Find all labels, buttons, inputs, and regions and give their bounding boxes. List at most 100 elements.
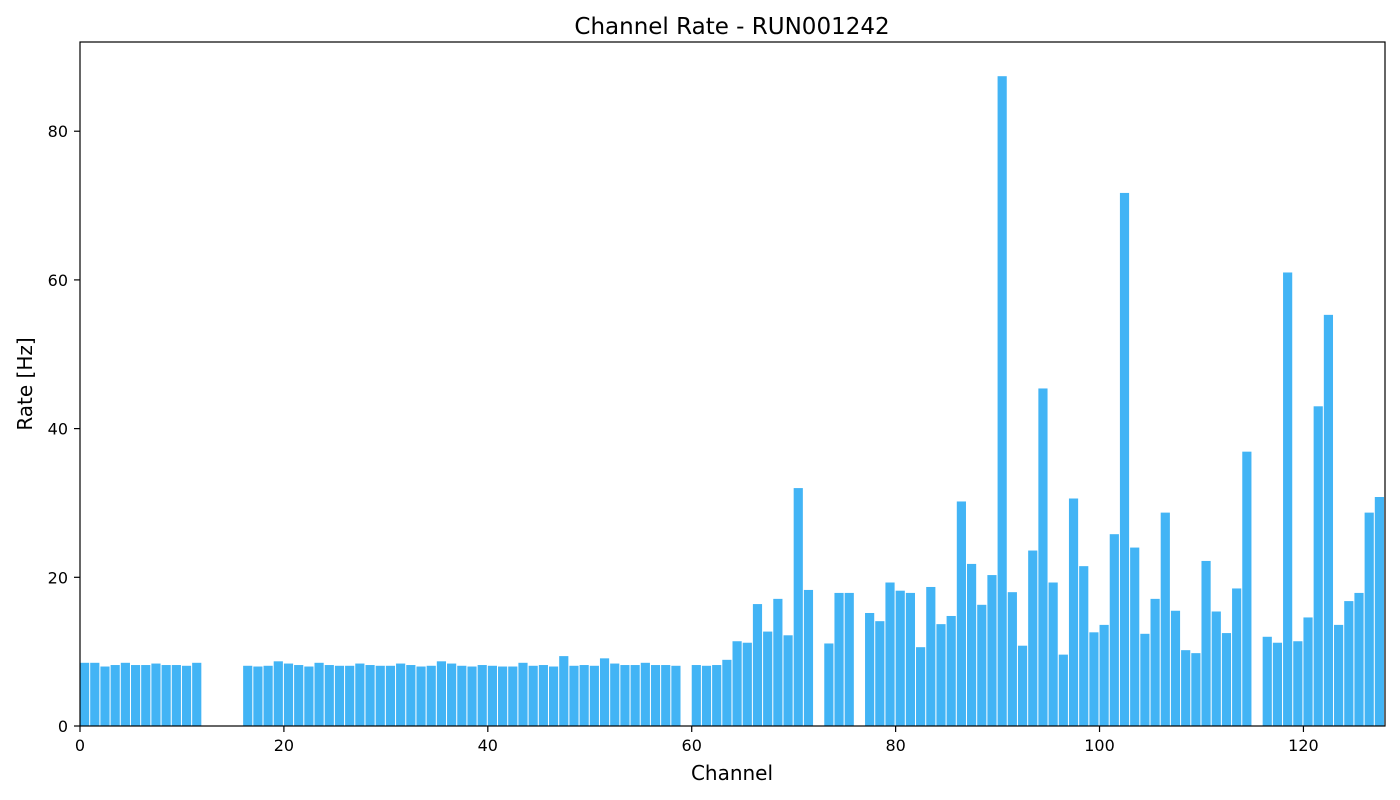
chart-title: Channel Rate - RUN001242 — [574, 14, 889, 40]
bar-channel-33 — [416, 666, 426, 726]
bar-channel-24 — [324, 665, 334, 726]
y-axis-ticks: 0 20 40 60 80 — [48, 122, 80, 736]
bar-channel-5 — [130, 665, 141, 726]
bar-channel-96 — [1058, 654, 1068, 726]
bar-channel-53 — [620, 665, 630, 726]
bar-channel-113 — [1232, 588, 1242, 726]
bar-channel-1 — [90, 662, 100, 726]
bar-channel-8 — [161, 665, 171, 726]
bar-channel-111 — [1211, 611, 1221, 726]
bar-channel-116 — [1262, 636, 1272, 726]
bar-channel-82 — [916, 647, 926, 726]
bar-channel-92 — [1017, 645, 1028, 726]
bar-channel-121 — [1313, 406, 1323, 726]
bar-channel-75 — [844, 592, 854, 726]
bar-channel-62 — [712, 665, 722, 726]
bar-channel-63 — [722, 659, 732, 726]
bar-channel-21 — [294, 665, 304, 726]
bar-channel-0 — [80, 662, 90, 726]
bar-channel-25 — [334, 665, 345, 726]
bar-channel-32 — [406, 665, 416, 726]
x-tick-label: 0 — [75, 736, 85, 755]
bar-channel-40 — [487, 665, 497, 726]
bar-channel-31 — [396, 663, 406, 726]
bar-channel-110 — [1201, 560, 1211, 726]
bar-channel-123 — [1334, 624, 1344, 726]
bar-channel-79 — [885, 582, 895, 726]
bar-channel-114 — [1242, 451, 1252, 726]
bar-channel-27 — [355, 663, 365, 726]
bar-channel-89 — [987, 575, 997, 726]
bar-channel-80 — [895, 590, 905, 726]
bar-channel-50 — [589, 665, 599, 726]
bar-channel-42 — [508, 666, 518, 726]
bar-channel-44 — [528, 665, 538, 726]
bar-channel-81 — [905, 592, 915, 726]
bar-channel-99 — [1089, 632, 1099, 726]
x-axis-label: Channel — [691, 761, 773, 785]
bar-channel-4 — [120, 662, 130, 726]
bar-channel-22 — [304, 666, 314, 726]
x-tick-label: 120 — [1288, 736, 1319, 755]
bar-channel-47 — [559, 656, 569, 726]
bar-channel-28 — [365, 665, 375, 726]
bar-channel-91 — [1007, 592, 1017, 726]
bar-channel-108 — [1181, 650, 1191, 726]
bar-channel-77 — [865, 612, 875, 726]
bar-channel-11 — [192, 662, 202, 726]
bar-channel-109 — [1191, 653, 1201, 726]
bar-channel-105 — [1150, 598, 1160, 726]
bar-channel-84 — [936, 624, 946, 726]
bar-channel-101 — [1109, 534, 1119, 726]
bar-channel-118 — [1283, 272, 1293, 726]
bar-channel-58 — [671, 665, 681, 726]
bar-channel-34 — [426, 665, 436, 726]
bar-channel-120 — [1303, 617, 1313, 726]
bar-channel-90 — [997, 76, 1007, 726]
bar-channel-67 — [763, 631, 773, 726]
bar-channel-20 — [283, 663, 294, 726]
bar-channel-103 — [1130, 547, 1140, 726]
bar-channel-45 — [538, 665, 548, 726]
bar-channel-10 — [181, 665, 192, 726]
bar-channel-29 — [375, 665, 385, 726]
x-tick-label: 40 — [478, 736, 498, 755]
bar-channel-73 — [824, 643, 834, 726]
bar-channel-71 — [803, 589, 814, 726]
bar-channel-57 — [661, 665, 671, 726]
bar-channel-66 — [752, 604, 763, 726]
y-tick-label: 60 — [48, 271, 68, 290]
bar-channel-69 — [783, 635, 793, 726]
bar-channel-102 — [1119, 192, 1130, 726]
bar-channel-52 — [610, 663, 620, 726]
bar-channel-86 — [956, 501, 966, 726]
bar-channel-36 — [447, 663, 457, 726]
bar-channel-41 — [498, 666, 508, 726]
bar-channel-49 — [579, 665, 589, 726]
x-tick-label: 60 — [682, 736, 702, 755]
bar-channel-85 — [946, 615, 956, 726]
bar-channel-46 — [548, 666, 559, 726]
bar-channel-126 — [1364, 512, 1374, 726]
bar-channel-119 — [1293, 641, 1303, 726]
bar-channel-107 — [1170, 610, 1181, 726]
bars-group — [80, 76, 1384, 726]
bar-channel-127 — [1374, 497, 1384, 726]
bar-channel-60 — [691, 665, 701, 726]
bar-channel-9 — [171, 665, 181, 726]
bar-channel-122 — [1323, 314, 1334, 726]
bar-channel-100 — [1099, 624, 1109, 726]
bar-channel-55 — [640, 662, 650, 726]
bar-channel-7 — [151, 663, 161, 726]
bar-channel-97 — [1068, 498, 1079, 726]
bar-channel-124 — [1344, 601, 1354, 726]
bar-channel-104 — [1140, 633, 1150, 726]
bar-channel-88 — [977, 604, 987, 726]
bar-channel-3 — [110, 665, 120, 726]
bar-channel-74 — [834, 592, 844, 726]
bar-channel-38 — [467, 666, 477, 726]
bar-channel-17 — [253, 666, 263, 726]
bar-channel-35 — [436, 661, 447, 726]
x-tick-label: 20 — [274, 736, 294, 755]
